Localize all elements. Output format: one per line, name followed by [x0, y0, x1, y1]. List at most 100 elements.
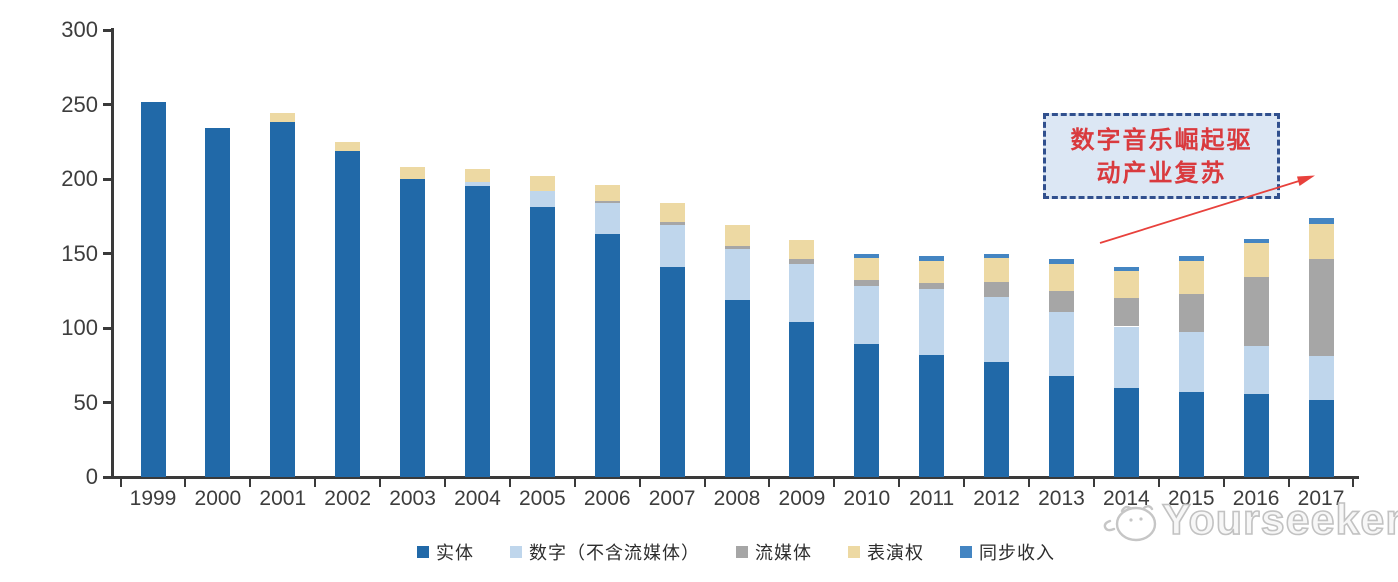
- x-tick-mark: [508, 479, 511, 487]
- bar-segment-performance-rights: [335, 141, 361, 151]
- x-tick-label: 2017: [1297, 487, 1345, 510]
- bar-segment-performance-rights: [1308, 223, 1334, 260]
- legend-label: 实体: [436, 543, 474, 564]
- y-tick-label: 250: [61, 91, 98, 117]
- x-tick-label: 2013: [1038, 487, 1085, 510]
- bar-segment-streaming: [659, 222, 685, 226]
- x-tick-label: 2011: [909, 487, 955, 510]
- bar-segment-digital-excl-streaming: [789, 263, 815, 323]
- x-tick-label: 1999: [129, 487, 177, 510]
- y-tick-label: 100: [61, 315, 98, 340]
- bar-segment-sync-revenue: [919, 256, 945, 261]
- x-tick-label: 2005: [518, 487, 566, 510]
- x-tick-label: 2016: [1232, 487, 1280, 510]
- x-tick-mark: [314, 479, 317, 487]
- x-tick-label: 2002: [324, 487, 372, 510]
- bar-segment-digital-excl-streaming: [594, 202, 620, 235]
- watermark-text: Yourseeker: [1161, 495, 1398, 545]
- legend-swatch-physical: [417, 546, 429, 558]
- watermark-logo-icon: [1103, 505, 1157, 542]
- legend-label: 同步收入: [979, 543, 1055, 564]
- legend-swatch-digital-excl-streaming: [510, 546, 522, 558]
- bar-segment-physical: [594, 234, 620, 477]
- legend-item-performance-rights: 表演权: [848, 539, 924, 565]
- bar-segment-physical: [1243, 393, 1269, 477]
- x-tick-mark: [184, 479, 187, 487]
- y-tick-mark: [103, 177, 113, 181]
- x-tick-label: 2007: [648, 487, 696, 510]
- bar-segment-performance-rights: [1243, 243, 1269, 278]
- bar-segment-physical: [919, 354, 945, 477]
- x-tick-mark: [1352, 479, 1355, 487]
- bar-segment-physical: [1308, 399, 1334, 477]
- x-tick-mark: [963, 479, 966, 487]
- bar-segment-physical: [205, 128, 231, 477]
- bar-segment-physical: [529, 207, 555, 477]
- bar-segment-performance-rights: [789, 240, 815, 260]
- bar-segment-performance-rights: [1113, 271, 1139, 299]
- legend-item-streaming: 流媒体: [736, 539, 812, 565]
- bar-segment-streaming: [1178, 293, 1204, 333]
- bar-segment-performance-rights: [1048, 263, 1074, 291]
- x-tick-mark: [703, 479, 706, 487]
- bar-segment-streaming: [1308, 259, 1334, 357]
- bar-segment-physical: [1113, 387, 1139, 477]
- x-tick-label: 2004: [454, 487, 501, 510]
- bar-segment-digital-excl-streaming: [984, 296, 1010, 363]
- bar-segment-physical: [1048, 375, 1074, 477]
- bar-segment-physical: [335, 150, 361, 477]
- legend-label: 表演权: [867, 543, 924, 564]
- bar-segment-digital-excl-streaming: [1243, 345, 1269, 394]
- bar-segment-streaming: [724, 246, 750, 250]
- bar-segment-sync-revenue: [1308, 217, 1334, 224]
- bar-segment-digital-excl-streaming: [1048, 311, 1074, 376]
- bar-segment-sync-revenue: [1048, 259, 1074, 264]
- y-tick-mark: [103, 252, 113, 255]
- y-tick-mark: [103, 326, 113, 330]
- bar-segment-digital-excl-streaming: [1113, 326, 1139, 388]
- y-tick-mark: [103, 103, 113, 106]
- legend-item-sync-revenue: 同步收入: [960, 539, 1055, 565]
- x-tick-label: 2006: [583, 487, 631, 510]
- bar-segment-performance-rights: [984, 257, 1010, 282]
- bar-segment-performance-rights: [270, 113, 296, 123]
- x-tick-label: 2015: [1167, 487, 1215, 510]
- bar-segment-digital-excl-streaming: [724, 249, 750, 300]
- bar-segment-physical: [659, 266, 685, 477]
- bar-segment-physical: [140, 101, 166, 477]
- bar-segment-performance-rights: [659, 202, 685, 223]
- bar-segment-performance-rights: [919, 260, 945, 284]
- bar-segment-physical: [984, 362, 1010, 477]
- bar-segment-physical: [464, 186, 490, 477]
- bar-segment-performance-rights: [400, 167, 426, 179]
- bar-segment-sync-revenue: [854, 253, 880, 258]
- x-axis-line: [111, 476, 1359, 479]
- x-tick-label: 2010: [843, 487, 891, 510]
- x-tick-mark: [573, 479, 576, 487]
- bar-segment-streaming: [789, 259, 815, 264]
- bar-segment-streaming: [1113, 298, 1139, 327]
- bar-segment-digital-excl-streaming: [919, 289, 945, 355]
- y-tick-label: 50: [73, 389, 98, 415]
- annotation-callout: 数字音乐崛起驱 动产业复苏: [1043, 113, 1280, 199]
- x-tick-mark: [119, 479, 122, 487]
- bar-segment-digital-excl-streaming: [1308, 356, 1334, 400]
- legend-swatch-performance-rights: [848, 546, 860, 558]
- bar-segment-performance-rights: [464, 168, 490, 182]
- legend-swatch-sync-revenue: [960, 546, 972, 558]
- x-tick-label: 2000: [194, 487, 242, 510]
- legend-label: 流媒体: [755, 543, 812, 564]
- bar-segment-performance-rights: [529, 176, 555, 191]
- x-tick-mark: [379, 479, 382, 487]
- bar-segment-physical: [1178, 392, 1204, 477]
- bar-segment-digital-excl-streaming: [854, 286, 880, 345]
- bar-segment-performance-rights: [724, 225, 750, 247]
- bar-segment-performance-rights: [594, 184, 620, 202]
- bar-segment-streaming: [1048, 290, 1074, 312]
- legend-item-physical: 实体: [417, 539, 474, 565]
- bar-segment-performance-rights: [1178, 260, 1204, 294]
- bar-segment-digital-excl-streaming: [464, 181, 490, 187]
- x-tick-mark: [1028, 479, 1030, 487]
- y-tick-label: 150: [61, 240, 98, 266]
